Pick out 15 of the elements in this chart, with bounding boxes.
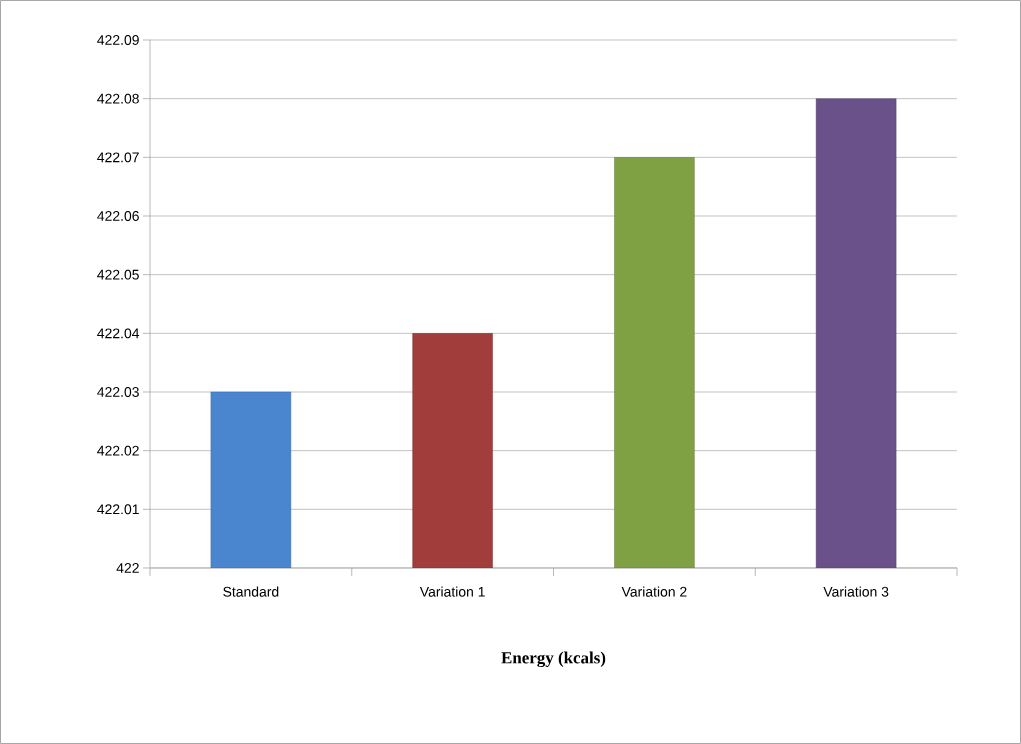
y-tick-label: 422.06 [97,211,139,221]
y-tick-label: 422.08 [97,93,139,104]
y-tick-label: 422.02 [97,445,139,456]
x-tick-label: Variation 2 [621,586,687,597]
y-tick-label: 422.05 [97,269,139,280]
y-tick-label: 422 [116,563,139,573]
y-tick-label: 422.03 [97,387,139,397]
y-tick-label: 422.04 [97,328,140,339]
x-tick-label: Variation 1 [419,586,485,597]
x-axis-title: Energy (kcals) [501,651,606,668]
x-tick-label: Variation 3 [823,586,889,597]
y-tick-label: 422.01 [97,504,139,515]
y-tick-label: 422.07 [97,152,139,163]
x-tick-label: Standard [223,586,279,597]
y-tick-label: 422.09 [97,35,139,45]
